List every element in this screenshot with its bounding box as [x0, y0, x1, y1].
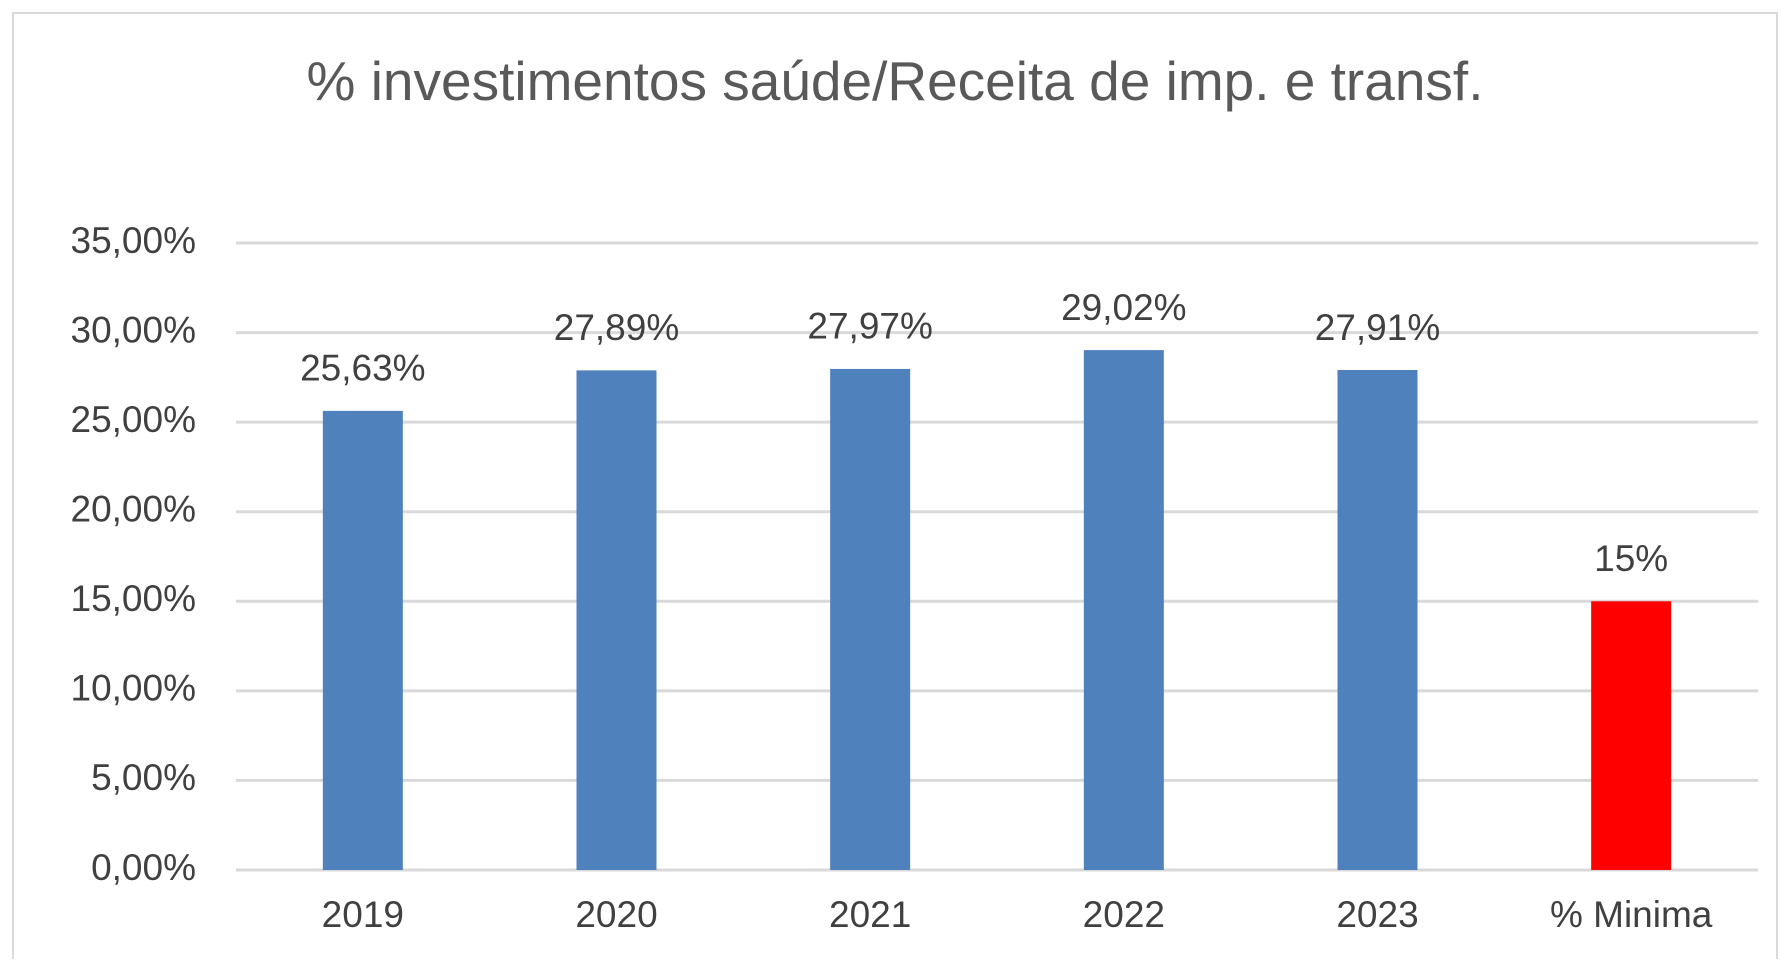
- x-tick-label: 2021: [829, 894, 911, 935]
- x-tick-label: % Minima: [1550, 894, 1713, 935]
- chart-title: % investimentos saúde/Receita de imp. e …: [306, 50, 1484, 112]
- data-label: 15%: [1594, 538, 1668, 579]
- data-label: 27,89%: [554, 307, 680, 348]
- y-tick-label: 0,00%: [91, 847, 196, 888]
- y-tick-label: 10,00%: [71, 668, 197, 709]
- y-tick-label: 5,00%: [91, 757, 196, 798]
- bar: [576, 370, 657, 870]
- bar: [1591, 601, 1672, 870]
- y-tick-label: 15,00%: [71, 578, 197, 619]
- y-tick-label: 20,00%: [71, 488, 197, 529]
- y-tick-label: 30,00%: [71, 309, 197, 350]
- data-label: 25,63%: [300, 348, 426, 389]
- data-label: 27,91%: [1315, 307, 1441, 348]
- y-tick-label: 25,00%: [71, 399, 197, 440]
- chart-border: [12, 12, 1778, 959]
- bar: [1083, 350, 1164, 870]
- data-label: 29,02%: [1061, 287, 1187, 328]
- x-tick-label: 2022: [1083, 894, 1165, 935]
- x-tick-label: 2020: [575, 894, 657, 935]
- bar: [830, 368, 911, 870]
- data-label: 27,97%: [807, 306, 933, 347]
- x-tick-label: 2023: [1336, 894, 1418, 935]
- y-tick-label: 35,00%: [71, 220, 197, 261]
- bar: [322, 410, 403, 870]
- x-tick-label: 2019: [322, 894, 404, 935]
- bar: [1337, 370, 1418, 870]
